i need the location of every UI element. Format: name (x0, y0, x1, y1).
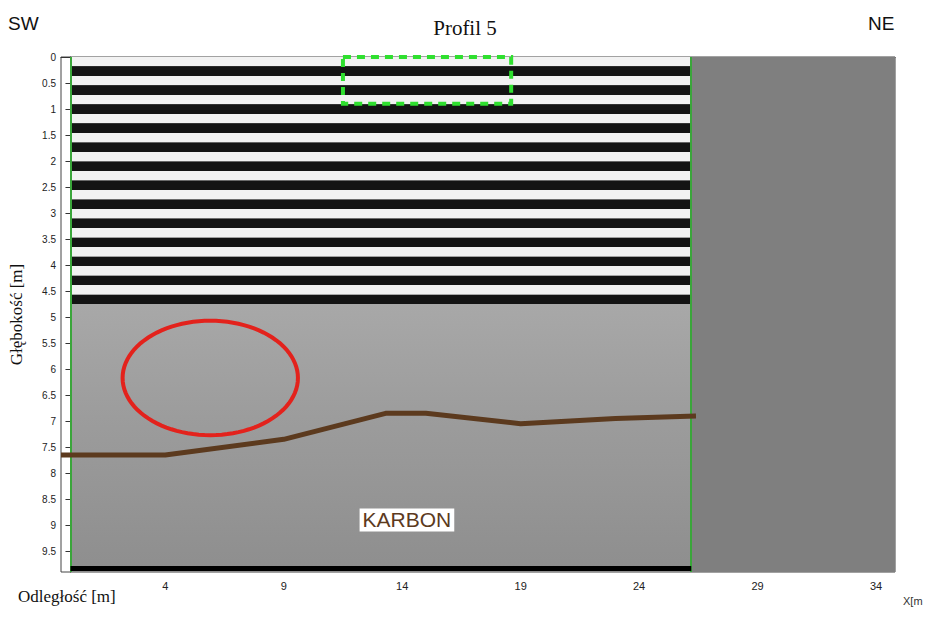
svg-text:4: 4 (50, 260, 56, 271)
svg-text:1.5: 1.5 (42, 130, 56, 141)
svg-text:6.5: 6.5 (42, 390, 56, 401)
svg-text:7: 7 (50, 416, 56, 427)
svg-text:0: 0 (50, 52, 56, 63)
svg-text:2: 2 (50, 156, 56, 167)
svg-text:4.5: 4.5 (42, 286, 56, 297)
svg-text:6: 6 (50, 364, 56, 375)
svg-text:29: 29 (751, 580, 763, 592)
svg-text:0.5: 0.5 (42, 78, 56, 89)
svg-text:Głębokość [m]: Głębokość [m] (7, 264, 26, 366)
svg-text:X[m: X[m (903, 595, 923, 607)
svg-text:2.5: 2.5 (42, 182, 56, 193)
svg-text:SW: SW (8, 13, 39, 34)
svg-text:34: 34 (870, 580, 882, 592)
svg-text:8.5: 8.5 (42, 494, 56, 505)
svg-text:5.5: 5.5 (42, 338, 56, 349)
svg-text:Odległość [m]: Odległość [m] (18, 587, 116, 606)
svg-text:5: 5 (50, 312, 56, 323)
svg-text:Profil 5: Profil 5 (433, 16, 497, 40)
svg-text:NE: NE (868, 13, 894, 34)
svg-text:14: 14 (396, 580, 408, 592)
svg-text:3.5: 3.5 (42, 234, 56, 245)
svg-text:19: 19 (515, 580, 527, 592)
svg-text:4: 4 (162, 580, 168, 592)
svg-text:7.5: 7.5 (42, 442, 56, 453)
svg-text:9.5: 9.5 (42, 546, 56, 557)
svg-text:8: 8 (50, 468, 56, 479)
svg-text:9: 9 (50, 520, 56, 531)
svg-text:KARBON: KARBON (363, 508, 452, 531)
svg-text:3: 3 (50, 208, 56, 219)
svg-text:9: 9 (281, 580, 287, 592)
svg-text:1: 1 (50, 104, 56, 115)
svg-text:24: 24 (633, 580, 645, 592)
